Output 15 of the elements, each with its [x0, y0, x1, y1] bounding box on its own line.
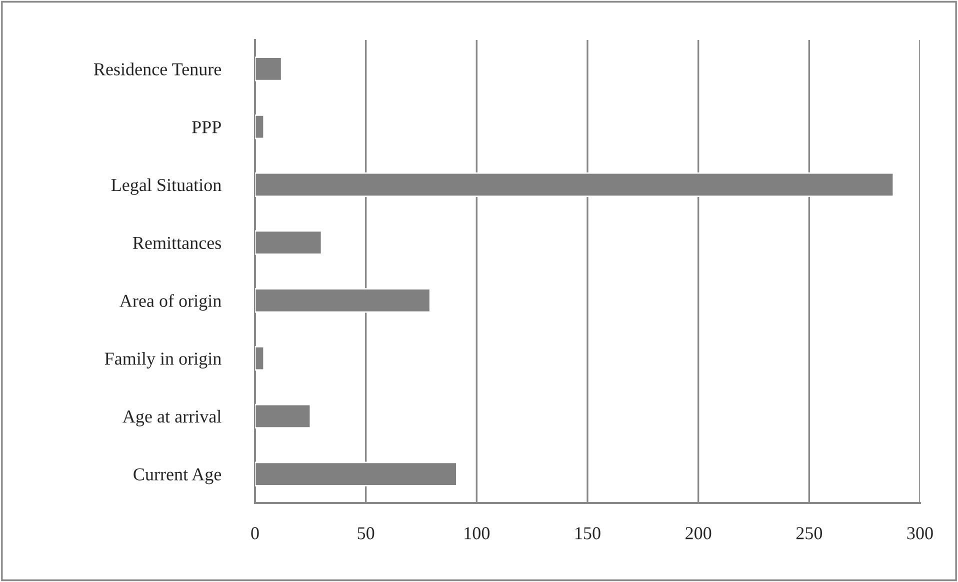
x-tick-label: 250	[796, 527, 822, 540]
y-tick-label: Legal Situation	[111, 178, 222, 195]
y-tick-label: PPP	[192, 121, 221, 134]
y-tick-label: Residence Tenure	[94, 62, 222, 76]
y-tick-label: Current Age	[134, 468, 222, 484]
x-tick-label: 300	[907, 527, 933, 540]
y-tick-label: Remittances	[132, 236, 222, 250]
x-tick-label: 200	[686, 527, 712, 540]
y-tick-label: Family in origin	[104, 352, 222, 368]
y-tick-label: Area of origin	[120, 294, 222, 311]
x-tick-label: 150	[576, 527, 600, 540]
x-tick-label: 100	[464, 527, 490, 540]
x-tick-label: 50	[358, 527, 374, 540]
x-tick-label: 0	[251, 527, 259, 540]
y-tick-label: Age at arrival	[122, 410, 222, 426]
